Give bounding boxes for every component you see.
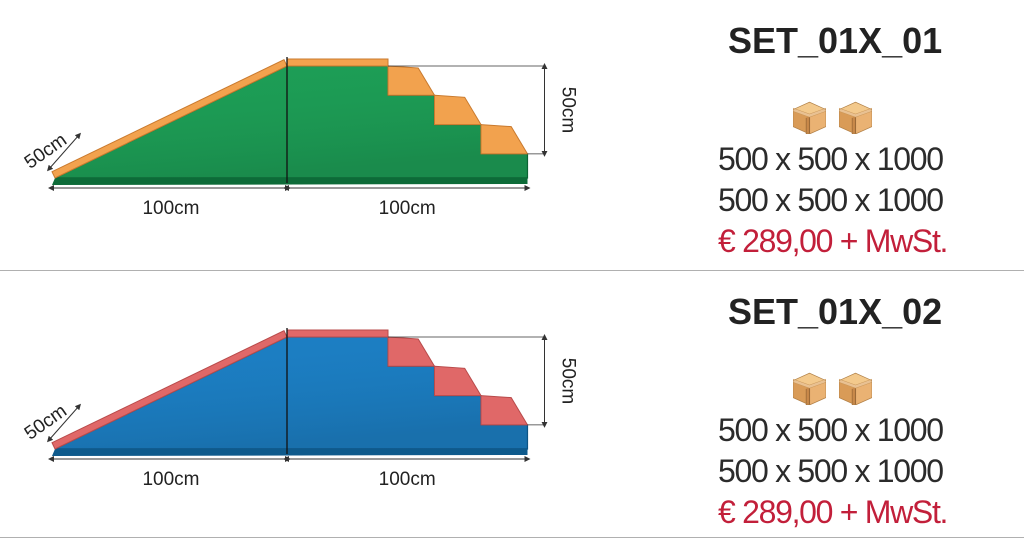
svg-text:100cm: 100cm [379,198,436,219]
svg-text:100cm: 100cm [142,469,199,490]
svg-text:50cm: 50cm [558,358,579,404]
svg-text:50cm: 50cm [558,87,579,133]
svg-text:100cm: 100cm [379,469,436,490]
svg-text:100cm: 100cm [142,198,199,219]
